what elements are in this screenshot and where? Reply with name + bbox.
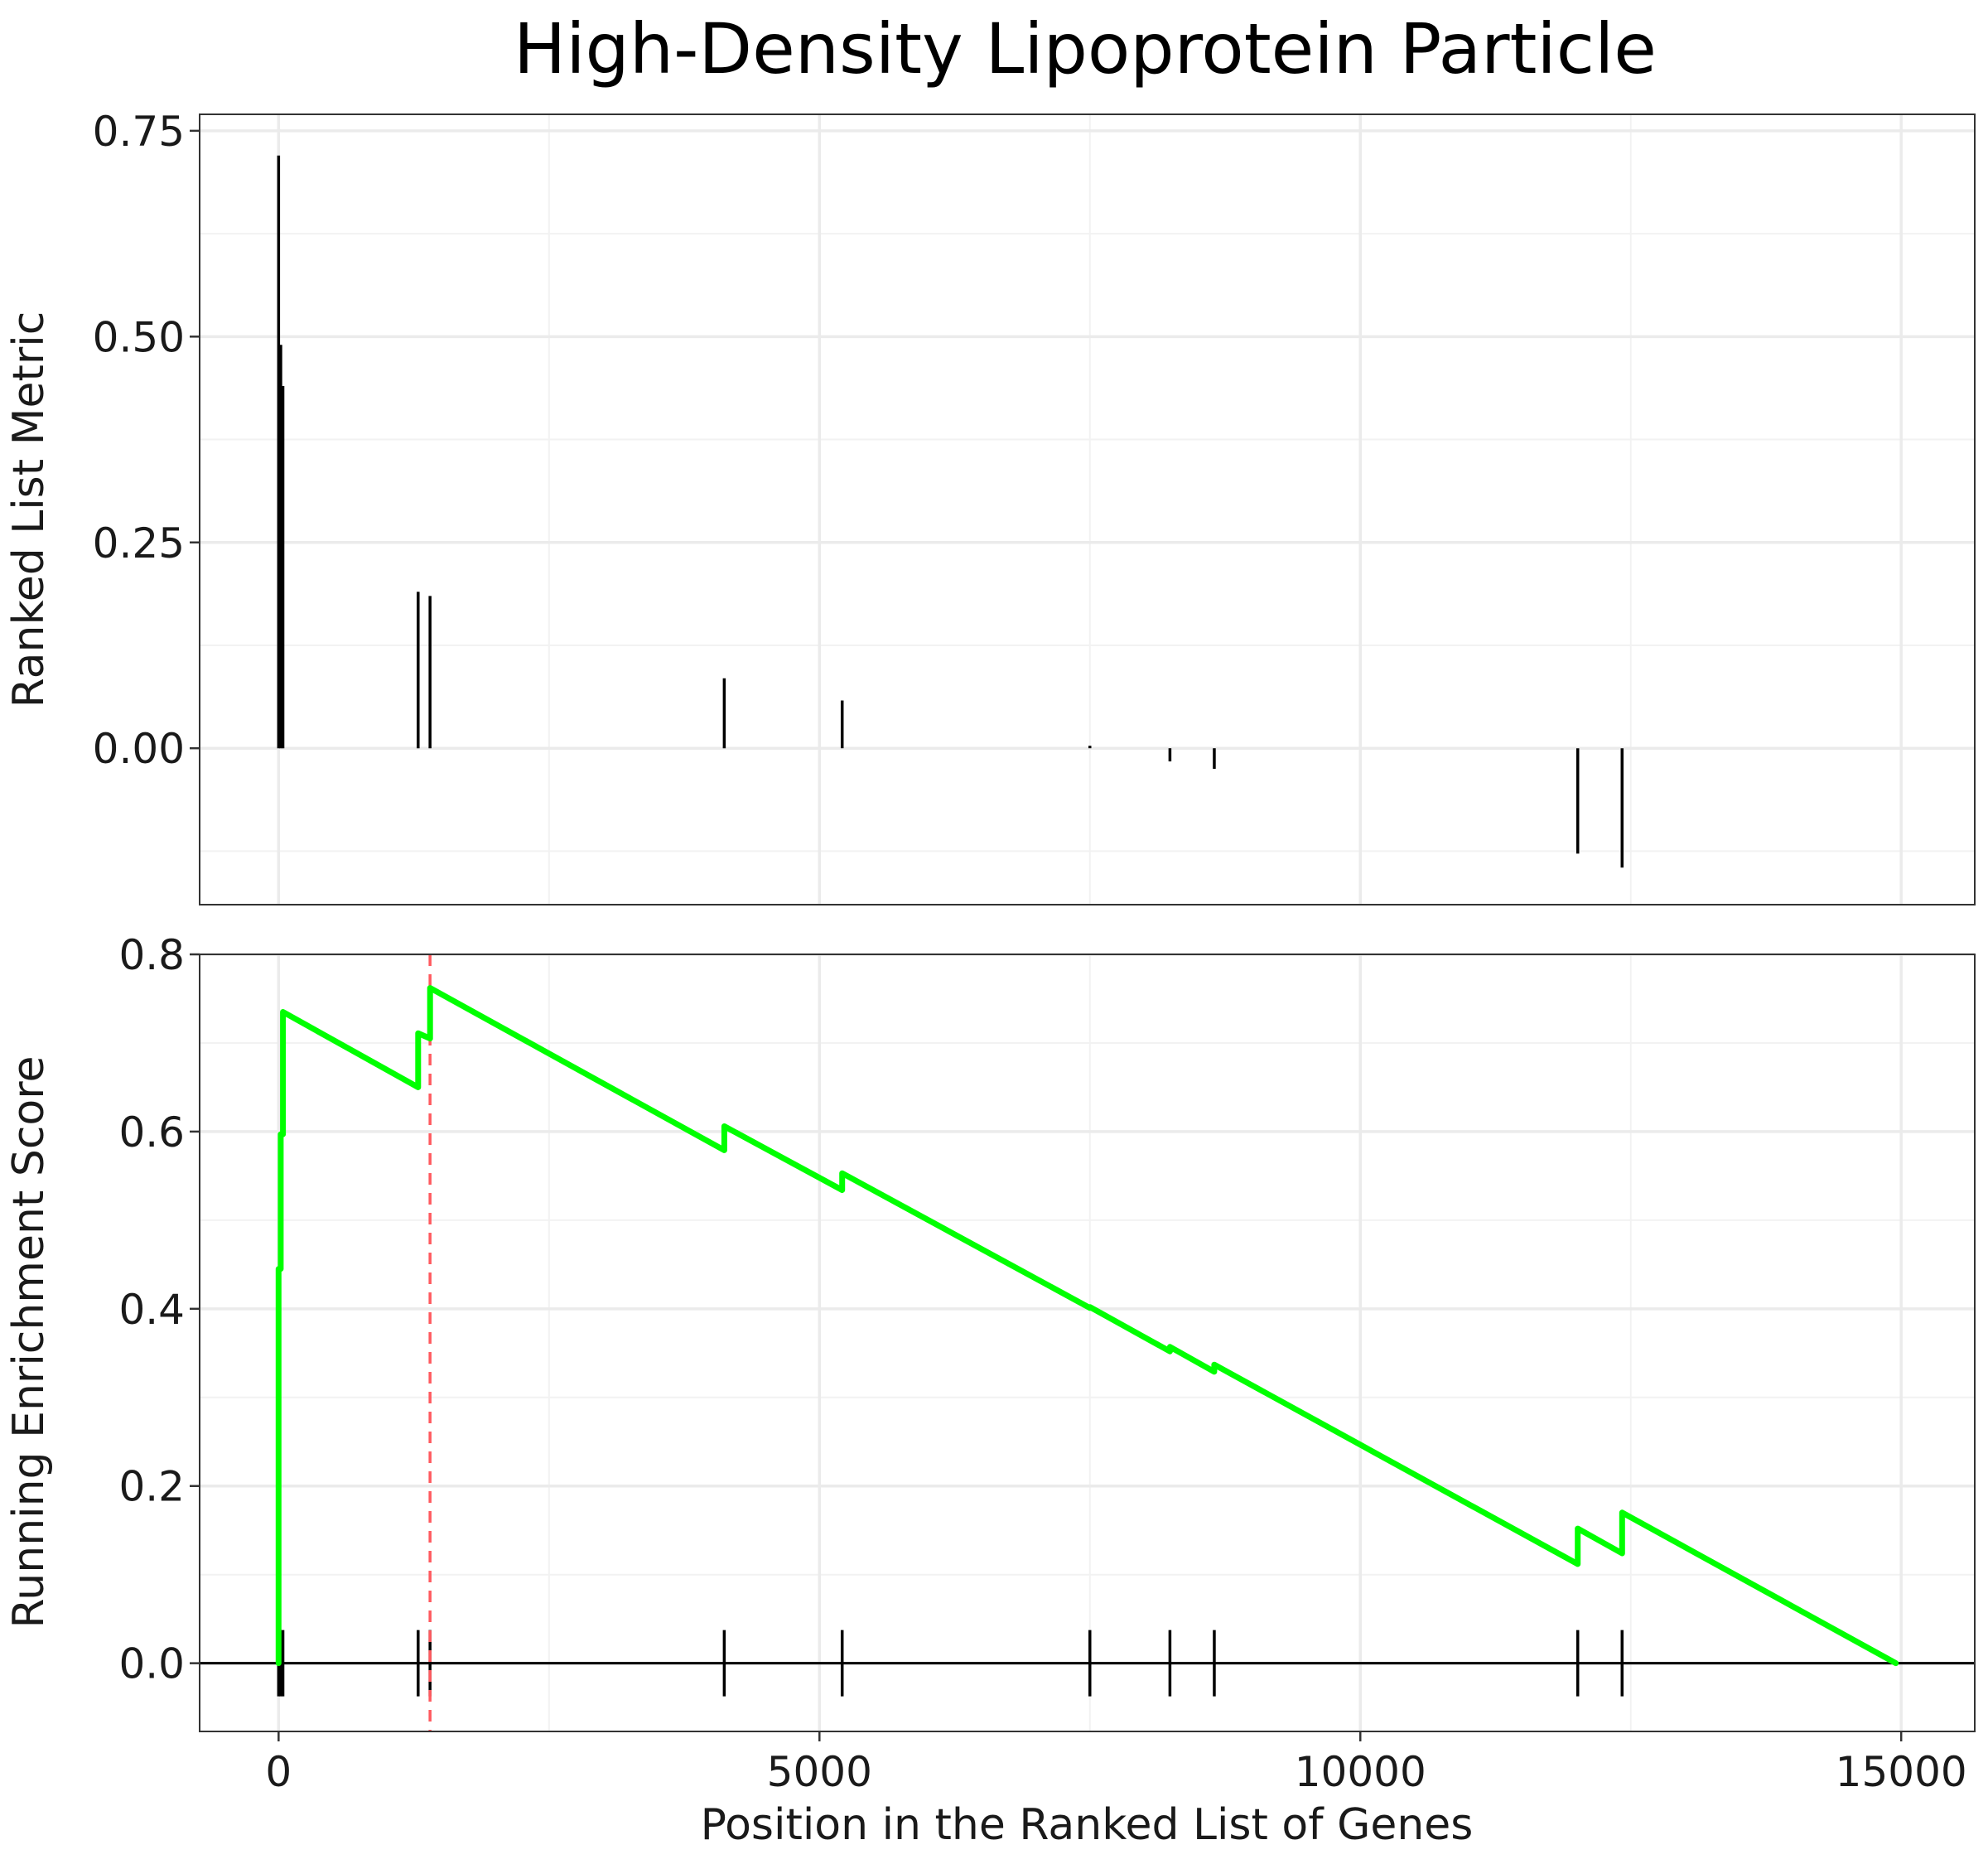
running-score-panel: 0.0 0.2 0.4 0.6 0.8 0 5000 10000 15000 Running … [4, 931, 1976, 1850]
bottom-y-axis-ticks: 0.0 0.2 0.4 0.6 0.8 [118, 931, 200, 1688]
bottom-panel-background [200, 954, 1975, 1731]
x-tick-label: 5000 [767, 1748, 872, 1796]
ranked-metric-bars [277, 155, 1624, 868]
y-tick-label: 0.75 [93, 108, 185, 156]
y-tick-label: 0.8 [118, 931, 185, 979]
top-panel-grid [200, 114, 1975, 905]
bottom-panel-border [199, 954, 1976, 1732]
y-tick-label: 0.4 [118, 1286, 185, 1334]
running-score-content [200, 954, 1975, 1731]
y-tick-label: 0.00 [93, 725, 185, 773]
y-tick-label: 0.0 [118, 1640, 185, 1688]
ranked-metric-panel: 0.00 0.25 0.50 0.75 Ranked List Metric [4, 108, 1976, 905]
chart-title: High-Density Lipoprotein Particle [514, 8, 1657, 89]
running-score-line [275, 985, 1899, 1667]
y-tick-label: 0.50 [93, 313, 185, 361]
y-tick-label: 0.25 [93, 519, 185, 567]
x-tick-label: 0 [265, 1748, 292, 1796]
x-axis-label: Position in the Ranked List of Genes [701, 1800, 1474, 1850]
top-y-axis-ticks: 0.00 0.25 0.50 0.75 [93, 108, 200, 773]
y-tick-label: 0.6 [118, 1108, 185, 1157]
x-tick-label: 10000 [1295, 1748, 1426, 1796]
top-y-axis-label: Ranked List Metric [4, 311, 54, 708]
y-tick-label: 0.2 [118, 1463, 185, 1511]
top-panel-background [200, 114, 1975, 905]
x-tick-label: 15000 [1836, 1748, 1967, 1796]
x-axis-ticks: 0 5000 10000 15000 [265, 1731, 1967, 1796]
bottom-y-axis-label: Running Enrichment Score [4, 1056, 54, 1629]
top-panel-border [199, 113, 1976, 905]
